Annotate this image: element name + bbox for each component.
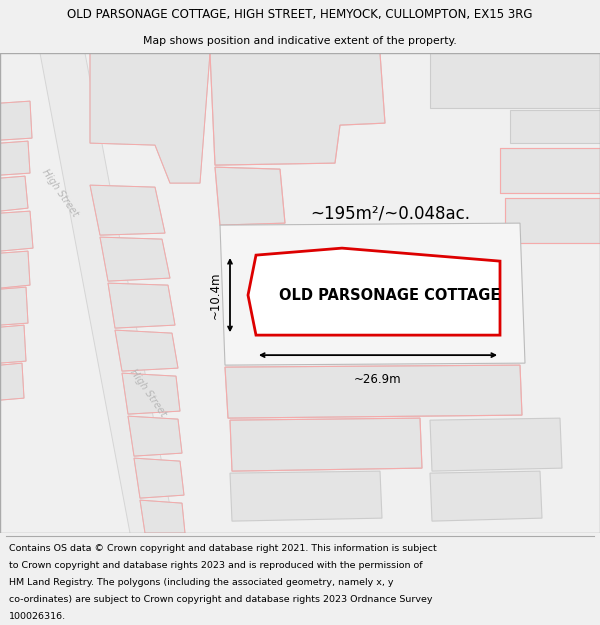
Text: ~26.9m: ~26.9m bbox=[354, 373, 402, 386]
Polygon shape bbox=[0, 325, 26, 363]
Polygon shape bbox=[134, 458, 184, 498]
Text: Map shows position and indicative extent of the property.: Map shows position and indicative extent… bbox=[143, 36, 457, 46]
Polygon shape bbox=[0, 176, 28, 211]
Text: to Crown copyright and database rights 2023 and is reproduced with the permissio: to Crown copyright and database rights 2… bbox=[9, 561, 422, 570]
Polygon shape bbox=[248, 248, 500, 335]
Polygon shape bbox=[230, 418, 422, 471]
Polygon shape bbox=[0, 363, 24, 400]
Polygon shape bbox=[230, 471, 382, 521]
Text: High Street: High Street bbox=[128, 368, 168, 419]
Polygon shape bbox=[40, 53, 175, 533]
Polygon shape bbox=[430, 471, 542, 521]
Text: HM Land Registry. The polygons (including the associated geometry, namely x, y: HM Land Registry. The polygons (includin… bbox=[9, 578, 394, 587]
Polygon shape bbox=[0, 251, 30, 288]
Polygon shape bbox=[108, 283, 175, 328]
Polygon shape bbox=[128, 416, 182, 456]
Polygon shape bbox=[210, 53, 385, 165]
Polygon shape bbox=[122, 373, 180, 414]
Text: High Street: High Street bbox=[40, 168, 80, 219]
Text: co-ordinates) are subject to Crown copyright and database rights 2023 Ordnance S: co-ordinates) are subject to Crown copyr… bbox=[9, 595, 433, 604]
Text: ~195m²/~0.048ac.: ~195m²/~0.048ac. bbox=[310, 204, 470, 222]
Text: 100026316.: 100026316. bbox=[9, 612, 66, 621]
Text: OLD PARSONAGE COTTAGE, HIGH STREET, HEMYOCK, CULLOMPTON, EX15 3RG: OLD PARSONAGE COTTAGE, HIGH STREET, HEMY… bbox=[67, 8, 533, 21]
Polygon shape bbox=[90, 53, 210, 183]
Polygon shape bbox=[430, 418, 562, 471]
Polygon shape bbox=[0, 141, 30, 175]
Polygon shape bbox=[220, 223, 525, 365]
Text: ~10.4m: ~10.4m bbox=[209, 271, 222, 319]
Polygon shape bbox=[0, 101, 32, 140]
Polygon shape bbox=[90, 185, 165, 235]
Text: Contains OS data © Crown copyright and database right 2021. This information is : Contains OS data © Crown copyright and d… bbox=[9, 544, 437, 553]
Polygon shape bbox=[115, 330, 178, 371]
Polygon shape bbox=[0, 287, 28, 325]
Polygon shape bbox=[0, 211, 33, 251]
Polygon shape bbox=[505, 198, 600, 243]
Polygon shape bbox=[500, 148, 600, 193]
Polygon shape bbox=[140, 500, 185, 533]
Text: OLD PARSONAGE COTTAGE: OLD PARSONAGE COTTAGE bbox=[280, 288, 500, 302]
Polygon shape bbox=[215, 167, 285, 225]
Polygon shape bbox=[225, 365, 522, 418]
Polygon shape bbox=[510, 110, 600, 143]
Polygon shape bbox=[100, 237, 170, 281]
Polygon shape bbox=[430, 53, 600, 108]
